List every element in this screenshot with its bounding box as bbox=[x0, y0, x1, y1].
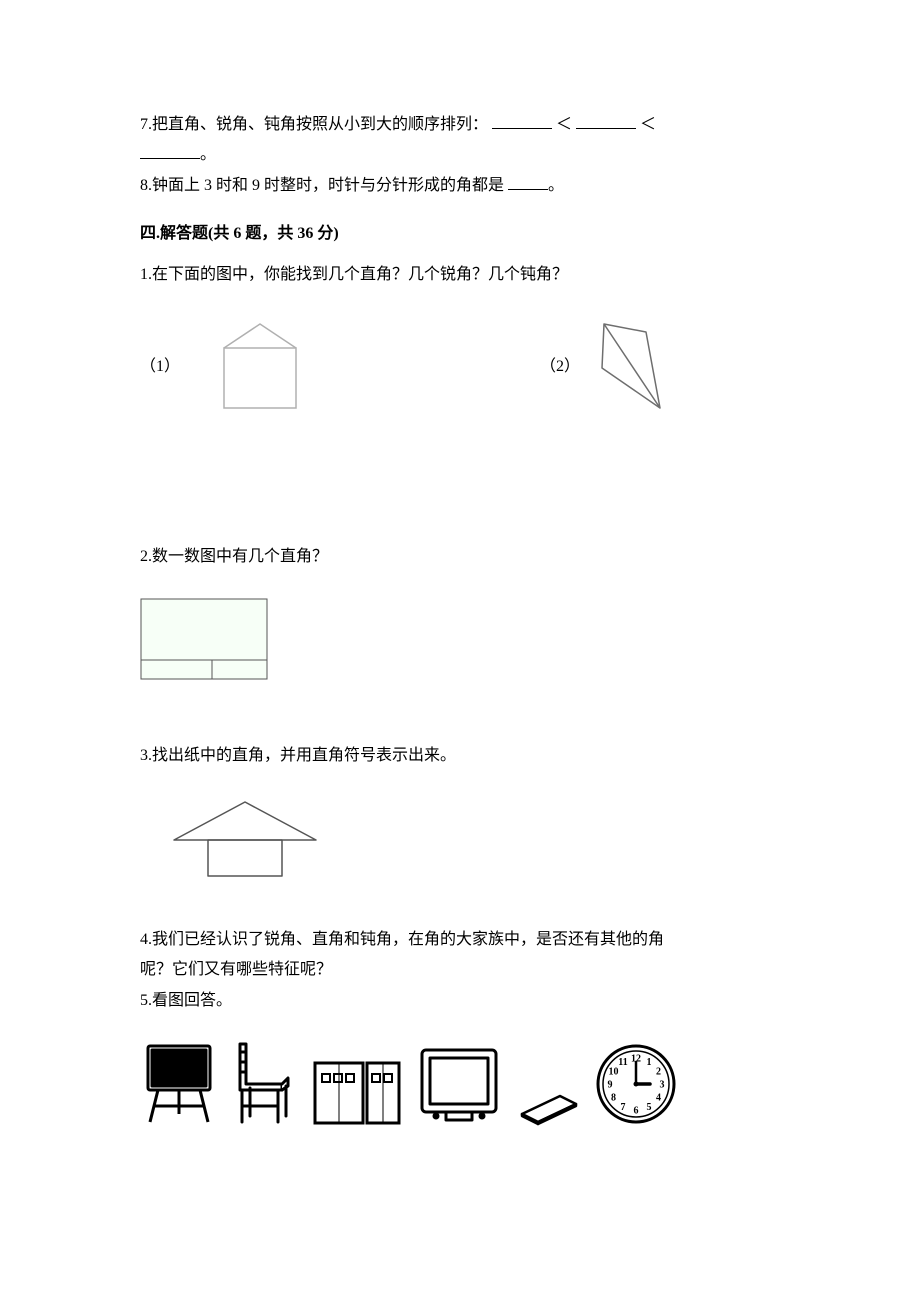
q7-lt1: ＜ bbox=[556, 116, 572, 133]
svg-text:7: 7 bbox=[621, 1102, 626, 1113]
svg-text:8: 8 bbox=[611, 1092, 616, 1103]
sec4-q5-text: 5.看图回答。 bbox=[140, 986, 780, 1016]
q7-period: 。 bbox=[200, 146, 216, 163]
svg-text:1: 1 bbox=[647, 1057, 652, 1068]
svg-text:6: 6 bbox=[634, 1105, 639, 1116]
sec4-q1-text: 1.在下面的图中，你能找到几个直角？几个锐角？几个钝角？ bbox=[140, 260, 780, 290]
cabinet-icon bbox=[312, 1060, 402, 1126]
question-7-line2: 。 bbox=[140, 140, 780, 170]
svg-text:11: 11 bbox=[618, 1057, 627, 1068]
svg-text:9: 9 bbox=[608, 1079, 613, 1090]
sec4-q1-figure-1 bbox=[210, 318, 310, 416]
q8-period: 。 bbox=[548, 177, 564, 194]
sec4-q4-line2: 呢？它们又有哪些特征呢？ bbox=[140, 955, 780, 985]
q7-blank-1[interactable] bbox=[492, 114, 552, 129]
sec4-q1-label1: （1） bbox=[140, 352, 190, 382]
svg-text:10: 10 bbox=[609, 1066, 619, 1077]
svg-text:4: 4 bbox=[656, 1092, 661, 1103]
q7-lt2: ＜ bbox=[640, 116, 656, 133]
page: 7.把直角、锐角、钝角按照从小到大的顺序排列： ＜ ＜ 。 8.钟面上 3 时和… bbox=[0, 0, 920, 1302]
question-7: 7.把直角、锐角、钝角按照从小到大的顺序排列： ＜ ＜ bbox=[140, 110, 780, 140]
tv-icon bbox=[416, 1044, 502, 1126]
sec4-q4-line1: 4.我们已经认识了锐角、直角和钝角，在角的大家族中，是否还有其他的角 bbox=[140, 925, 780, 955]
blackboard-icon bbox=[140, 1040, 218, 1126]
chair-icon bbox=[232, 1038, 298, 1126]
q8-blank[interactable] bbox=[508, 174, 548, 189]
sec4-q2-text: 2.数一数图中有几个直角？ bbox=[140, 542, 780, 572]
svg-text:2: 2 bbox=[656, 1066, 661, 1077]
sec4-q1-figures: （1） （2） bbox=[140, 318, 780, 416]
sec4-q2-figure bbox=[140, 598, 268, 680]
svg-text:5: 5 bbox=[647, 1102, 652, 1113]
eraser-icon bbox=[516, 1090, 580, 1126]
q7-prefix: 7.把直角、锐角、钝角按照从小到大的顺序排列： bbox=[140, 116, 488, 133]
sec4-q5-objects: 121234567891011 bbox=[140, 1038, 780, 1126]
sec4-q1-figure-2 bbox=[590, 318, 670, 416]
sec4-q1-label2: （2） bbox=[540, 352, 590, 382]
sec4-q3-text: 3.找出纸中的直角，并用直角符号表示出来。 bbox=[140, 741, 780, 771]
q7-blank-2[interactable] bbox=[576, 114, 636, 129]
clock-icon: 121234567891011 bbox=[594, 1042, 678, 1126]
svg-text:3: 3 bbox=[660, 1079, 665, 1090]
sec4-q3-figure bbox=[170, 798, 320, 880]
question-8: 8.钟面上 3 时和 9 时整时，时针与分针形成的角都是 。 bbox=[140, 171, 780, 201]
q7-blank-3[interactable] bbox=[140, 144, 200, 159]
q8-text: 8.钟面上 3 时和 9 时整时，时针与分针形成的角都是 bbox=[140, 177, 504, 194]
section-4-title: 四.解答题(共 6 题，共 36 分) bbox=[140, 219, 780, 249]
